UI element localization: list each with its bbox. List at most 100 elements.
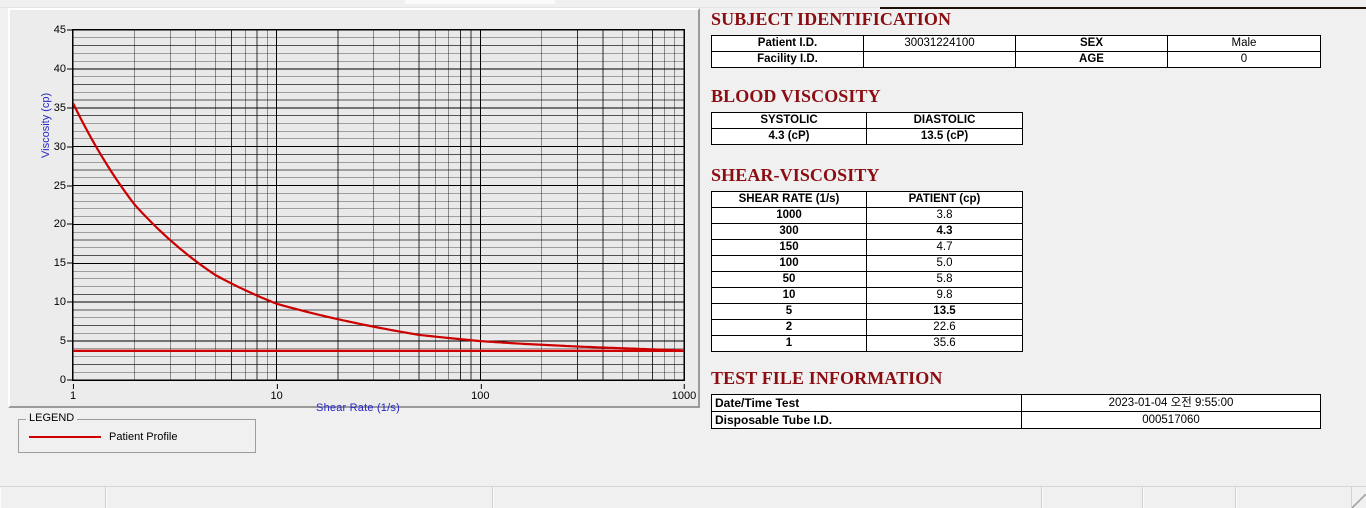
sv-shear-rate-cell: 150 xyxy=(711,238,867,256)
subject-value-cell: 0 xyxy=(1167,50,1321,68)
tfi-value-cell: 000517060 xyxy=(1021,410,1321,429)
sv-shear-rate-cell: 2 xyxy=(711,318,867,336)
bv-header-cell: SYSTOLIC xyxy=(711,111,867,129)
blood-viscosity-heading: BLOOD VISCOSITY xyxy=(711,85,881,106)
blood-viscosity-table: SYSTOLIC DIASTOLIC 4.3 (cP) 13.5 (cP) xyxy=(711,111,1023,145)
table-row: 50 5.8 xyxy=(711,270,1023,288)
subject-value-cell xyxy=(863,50,1016,68)
legend-entry: Patient Profile xyxy=(29,431,177,443)
chart-y-tick-label: 40 xyxy=(53,62,66,75)
chart-y-tick-label: 35 xyxy=(53,101,66,114)
spacer-2 xyxy=(711,145,1351,166)
legend-entry-label: Patient Profile xyxy=(109,431,178,443)
sv-shear-rate-cell: 50 xyxy=(711,270,867,288)
legend-line-swatch xyxy=(29,436,101,438)
sv-patient-cell: 22.6 xyxy=(866,318,1023,336)
sv-patient-cell: 5.0 xyxy=(866,254,1023,272)
chart-plot-area xyxy=(72,29,685,381)
sv-patient-cell: 9.8 xyxy=(866,286,1023,304)
table-row: Facility I.D. AGE 0 xyxy=(711,50,1321,68)
chart-legend: LEGEND Patient Profile xyxy=(18,412,256,453)
tfi-label-cell: Date/Time Test xyxy=(711,393,1022,412)
table-row: 300 4.3 xyxy=(711,222,1023,240)
table-row: 2 22.6 xyxy=(711,318,1023,336)
test-file-information-heading: TEST FILE INFORMATION xyxy=(711,367,943,388)
status-pane-4 xyxy=(1042,487,1143,508)
shear-viscosity-heading: SHEAR-VISCOSITY xyxy=(711,164,880,185)
status-pane-1 xyxy=(0,487,106,508)
chart-x-axis-title: Shear Rate (1/s) xyxy=(316,402,400,414)
bv-value-cell: 4.3 (cP) xyxy=(711,127,867,145)
sv-shear-rate-cell: 300 xyxy=(711,222,867,240)
subject-label-cell: Facility I.D. xyxy=(711,50,864,68)
sv-patient-cell: 4.3 xyxy=(866,222,1023,240)
sv-header-cell: SHEAR RATE (1/s) xyxy=(711,190,867,208)
tfi-value-cell: 2023-01-04 오전 9:55:00 xyxy=(1021,393,1321,412)
chart-y-tick-label: 20 xyxy=(53,218,66,231)
top-rule-right xyxy=(880,7,1366,9)
report-pane: SUBJECT IDENTIFICATION Patient I.D. 30031… xyxy=(711,10,1351,429)
table-row: 100 5.0 xyxy=(711,254,1023,272)
status-pane-2 xyxy=(106,487,493,508)
chart-y-tick-label: 5 xyxy=(59,335,66,348)
status-pane-3 xyxy=(493,487,1042,508)
chart-y-tick-label: 10 xyxy=(53,296,66,309)
legend-group-title: LEGEND xyxy=(26,412,78,424)
test-file-information-table: Date/Time Test 2023-01-04 오전 9:55:00 Dispo… xyxy=(711,393,1321,429)
chart-x-axis-ticks: 1 10 100 1000 xyxy=(69,384,696,404)
chart-plot-wrapper xyxy=(72,29,686,384)
table-row: Date/Time Test 2023-01-04 오전 9:55:00 xyxy=(711,393,1321,412)
top-rule-left xyxy=(0,7,880,8)
subject-label-cell: Patient I.D. xyxy=(711,34,864,52)
spacer-1 xyxy=(711,68,1351,87)
subject-label-cell: SEX xyxy=(1015,34,1168,52)
sv-header-cell: PATIENT (cp) xyxy=(866,190,1023,208)
tfi-label-cell: Disposable Tube I.D. xyxy=(711,410,1022,429)
sv-shear-rate-cell: 10 xyxy=(711,286,867,304)
table-row: 1000 3.8 xyxy=(711,206,1023,224)
table-row: 1 35.6 xyxy=(711,334,1023,352)
status-bar xyxy=(0,486,1366,508)
bv-header-cell: DIASTOLIC xyxy=(866,111,1023,129)
spacer-3 xyxy=(711,352,1351,369)
sv-patient-cell: 5.8 xyxy=(866,270,1023,288)
chart-y-tick-label: 25 xyxy=(53,179,66,192)
chart-svg xyxy=(73,30,684,380)
sv-patient-cell: 4.7 xyxy=(866,238,1023,256)
table-row: 5 13.5 xyxy=(711,302,1023,320)
chart-y-tick-label: 0 xyxy=(59,374,66,386)
window-top-edge xyxy=(0,0,1366,9)
chart-x-tick-label: 10 xyxy=(270,384,283,402)
sv-shear-rate-cell: 1000 xyxy=(711,206,867,224)
status-pane-5 xyxy=(1143,487,1236,508)
shear-viscosity-table: SHEAR RATE (1/s) PATIENT (cp) 1000 3.8 300 4.… xyxy=(711,190,1023,352)
chart-x-tick-label: 1 xyxy=(69,384,77,402)
table-header-row: SHEAR RATE (1/s) PATIENT (cp) xyxy=(711,190,1023,208)
chart-y-tick-label: 15 xyxy=(53,257,66,270)
subject-identification-heading: SUBJECT IDENTIFICATION xyxy=(711,9,952,29)
table-row: Disposable Tube I.D. 000517060 xyxy=(711,410,1321,429)
sv-patient-cell: 13.5 xyxy=(866,302,1023,320)
chart-y-tick-label: 30 xyxy=(53,140,66,153)
table-row: 150 4.7 xyxy=(711,238,1023,256)
chart-inner: Viscosity (cp) 0 5 10 15 20 25 30 35 40 45 1 10 100… xyxy=(11,12,696,414)
table-header-row: SYSTOLIC DIASTOLIC xyxy=(711,111,1023,129)
chart-x-tick-label: 100 xyxy=(471,384,490,402)
resize-grip-icon[interactable] xyxy=(1352,494,1366,508)
table-row: Patient I.D. 30031224100 SEX Male xyxy=(711,34,1321,52)
top-sheen xyxy=(405,0,555,4)
subject-identification-table: Patient I.D. 30031224100 SEX Male Facility I… xyxy=(711,34,1321,68)
subject-value-cell: Male xyxy=(1167,34,1321,52)
sv-patient-cell: 35.6 xyxy=(866,334,1023,352)
chart-y-axis-ticks: 0 5 10 15 20 25 30 35 40 45 xyxy=(11,24,69,386)
chart-x-tick-label: 1000 xyxy=(671,384,697,402)
chart-panel: Viscosity (cp) 0 5 10 15 20 25 30 35 40 45 1 10 100… xyxy=(8,8,700,414)
chart-y-tick-label: 45 xyxy=(53,24,66,36)
table-row: 4.3 (cP) 13.5 (cP) xyxy=(711,127,1023,145)
subject-label-cell: AGE xyxy=(1015,50,1168,68)
sv-patient-cell: 3.8 xyxy=(866,206,1023,224)
status-pane-6 xyxy=(1236,487,1352,508)
sv-shear-rate-cell: 5 xyxy=(711,302,867,320)
sv-shear-rate-cell: 1 xyxy=(711,334,867,352)
